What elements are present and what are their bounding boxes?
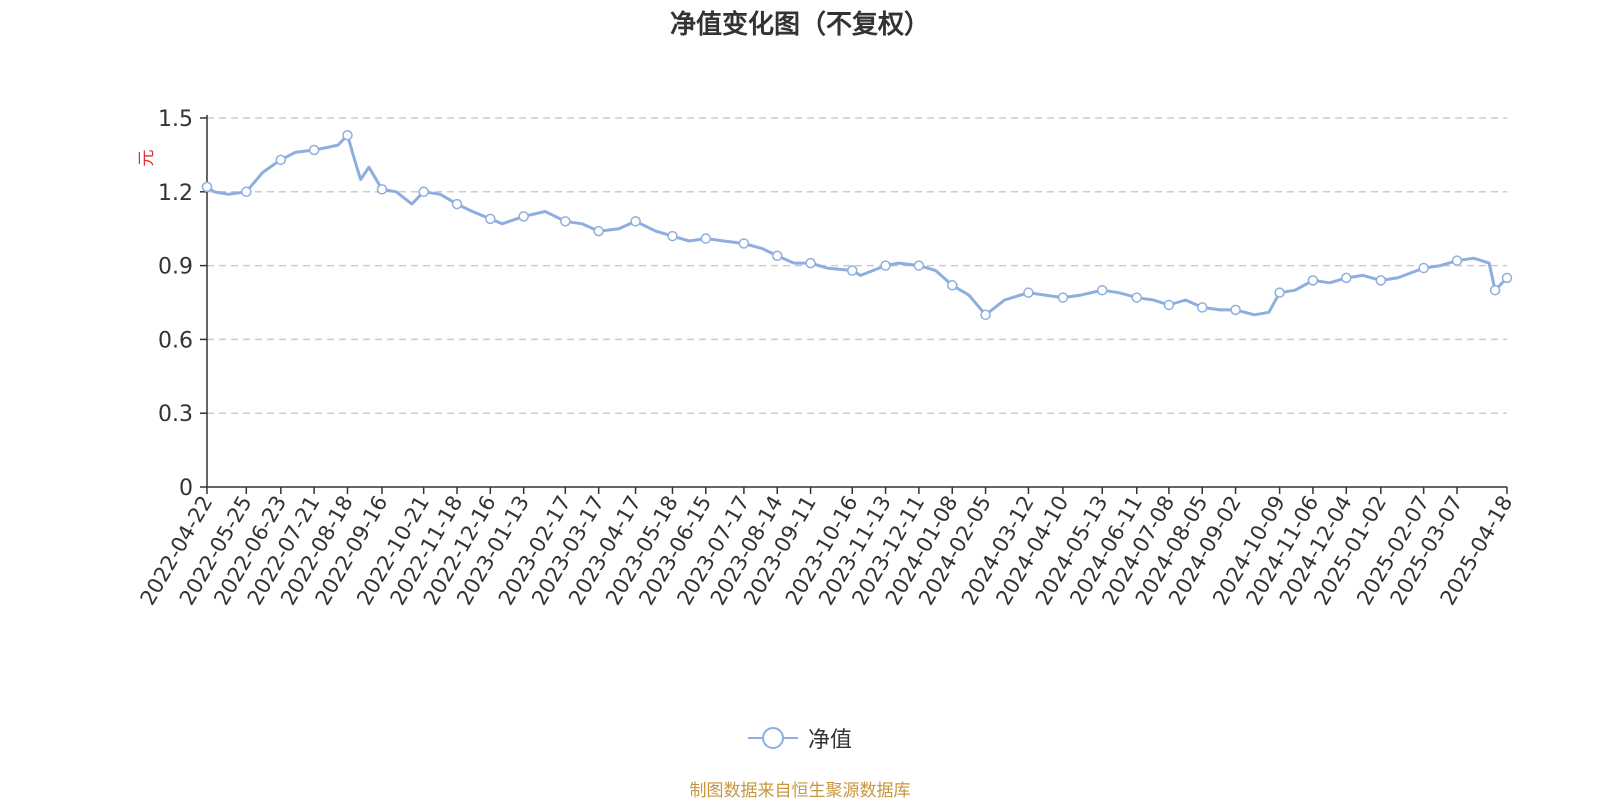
data-point [451, 198, 463, 210]
data-point [1023, 287, 1034, 298]
source-note: 制图数据来自恒生聚源数据库 [689, 781, 911, 801]
data-point [275, 154, 287, 166]
y-tick-label: 0.9 [158, 255, 193, 280]
data-point [771, 250, 783, 262]
data-point [700, 233, 712, 244]
data-point [1131, 292, 1143, 303]
data-point [630, 216, 641, 227]
data-point [560, 216, 571, 227]
data-point [342, 129, 353, 141]
data-point [518, 211, 529, 222]
legend-label: 净值 [807, 728, 852, 753]
data-point [667, 230, 678, 242]
data-point [1501, 272, 1513, 284]
data-point [593, 225, 604, 237]
y-tick-label: 0.6 [158, 328, 193, 353]
series-line [205, 133, 1509, 317]
data-point [846, 265, 858, 276]
y-tick-label: 0.3 [158, 402, 193, 427]
data-point [418, 186, 429, 198]
data-point [1341, 272, 1352, 284]
y-tick-label: 1.2 [158, 181, 193, 206]
data-point [980, 309, 991, 321]
data-point [1163, 299, 1175, 311]
data-point [376, 184, 388, 195]
data-point [201, 181, 213, 193]
data-point [1489, 284, 1501, 296]
data-point [1451, 255, 1463, 266]
data-point [913, 260, 925, 271]
data-point [1230, 304, 1241, 316]
data-point [485, 213, 496, 225]
y-axis-label: 元 [137, 150, 157, 167]
data-point [241, 186, 252, 198]
legend-line-marker-icon [747, 727, 798, 749]
y-tick-label: 1.5 [158, 107, 193, 132]
data-point [1274, 287, 1285, 298]
legend[interactable]: 净值 [0, 722, 1600, 754]
data-point [738, 238, 750, 249]
data-point [805, 257, 816, 269]
y-tick-label: 0 [179, 476, 193, 501]
chart-title: 净值变化图（不复权） [669, 10, 930, 40]
data-point [1057, 292, 1069, 303]
data-point [946, 280, 958, 291]
data-point [1375, 275, 1387, 286]
data-point [1096, 284, 1108, 296]
data-point [1418, 262, 1429, 274]
data-point [308, 144, 320, 156]
data-point [1196, 302, 1208, 313]
data-point [880, 260, 891, 271]
data-point [1307, 275, 1319, 286]
